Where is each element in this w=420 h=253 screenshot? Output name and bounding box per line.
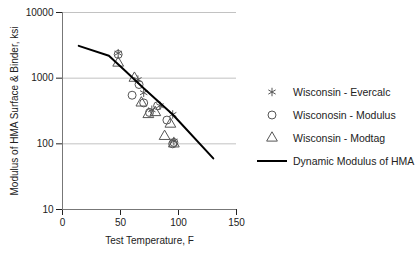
svg-text:Test Temperature, F: Test Temperature, F <box>105 235 194 246</box>
html-text:Wisconsin - Modtag: Wisconsin - Modtag <box>293 132 386 144</box>
html-text:Wisconsin - Evercalc: Wisconsin - Evercalc <box>293 86 391 98</box>
svg-text:Modulus of HMA Surface & Binde: Modulus of HMA Surface & Binder, ksi <box>9 27 20 196</box>
svg-text:50: 50 <box>115 217 127 228</box>
svg-text:150: 150 <box>228 217 245 228</box>
svg-text:10000: 10000 <box>26 7 54 18</box>
html-text:Wisconosin - Modulus: Wisconosin - Modulus <box>293 109 396 121</box>
html-text:Dynamic Modulus of HMA: Dynamic Modulus of HMA <box>293 155 415 167</box>
svg-text:100: 100 <box>37 138 54 149</box>
svg-text:1000: 1000 <box>31 72 54 83</box>
svg-text:0: 0 <box>60 217 66 228</box>
svg-text:10: 10 <box>42 204 54 215</box>
svg-text:100: 100 <box>170 217 187 228</box>
